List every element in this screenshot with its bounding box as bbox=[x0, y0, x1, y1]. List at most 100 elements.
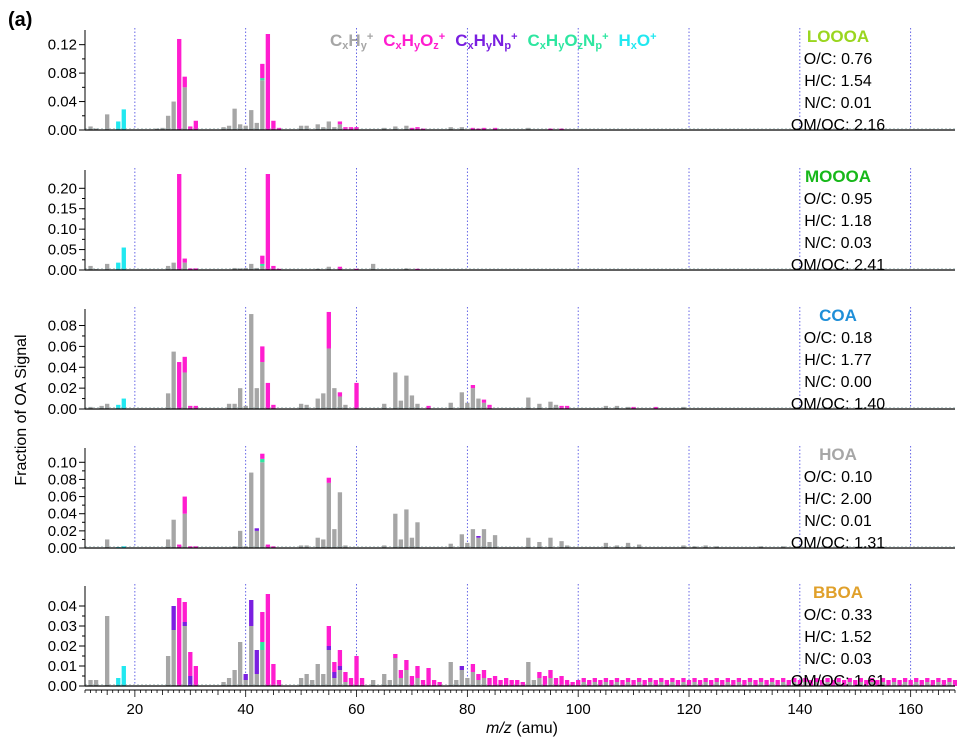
bar-bboa-mz149-ch bbox=[847, 682, 852, 686]
bar-bboa-mz58-cho bbox=[343, 672, 348, 682]
y-tick-label: 0.01 bbox=[48, 658, 77, 675]
bar-bboa-mz107-ch bbox=[614, 682, 620, 686]
bar-moooa-mz38-ch bbox=[232, 267, 237, 270]
bar-hoa-mz82-chn bbox=[476, 536, 481, 538]
bar-bboa-mz165-cho bbox=[936, 678, 941, 682]
bar-coa-mz55-ch bbox=[326, 348, 331, 409]
bar-bboa-mz30-cho bbox=[188, 652, 193, 676]
bar-bboa-mz137-cho bbox=[781, 678, 786, 682]
bar-bboa-mz65-ch bbox=[382, 674, 387, 686]
bar-coa-mz42-ch bbox=[254, 388, 259, 409]
bar-hoa-mz15-ch bbox=[105, 539, 110, 548]
factor-stat: H/C: 2.00 bbox=[804, 491, 872, 508]
y-tick-label: 0.08 bbox=[48, 65, 77, 82]
bar-coa-mz107-ch bbox=[614, 405, 620, 409]
bar-bboa-mz123-cho bbox=[703, 678, 708, 682]
bar-bboa-mz95-cho bbox=[548, 670, 553, 678]
bar-bboa-mz59-cho bbox=[348, 678, 354, 686]
bar-bboa-mz103-cho bbox=[592, 678, 597, 682]
bar-bboa-mz30-chn bbox=[188, 676, 193, 686]
bar-bboa-mz141-cho bbox=[803, 678, 808, 682]
bar-loooa-mz40-ch bbox=[243, 125, 248, 130]
bar-bboa-mz146-cho bbox=[830, 680, 836, 686]
bar-hoa-mz31-cho bbox=[193, 546, 198, 548]
factor-name: LOOOA bbox=[807, 27, 869, 46]
bar-coa-mz95-ch bbox=[548, 401, 553, 409]
legend-chon: CxHyOzNp+ bbox=[528, 31, 609, 52]
bar-coa-mz83-ch bbox=[481, 402, 487, 409]
bar-hoa-mz97-ch bbox=[559, 541, 564, 548]
panel-hoa: 0.000.020.040.060.080.10 HOA O/C: 0.10 H/C:… bbox=[48, 445, 955, 557]
bar-loooa-mz85-cho bbox=[492, 127, 498, 130]
bar-loooa-mz69-ch bbox=[404, 125, 409, 130]
bar-hoa-mz57-ch bbox=[337, 492, 343, 548]
bar-hoa-mz43-cho bbox=[260, 453, 265, 459]
bar-bboa-mz160-cho bbox=[908, 680, 913, 686]
bar-loooa-mz54-ch bbox=[321, 127, 326, 130]
bar-bboa-mz63-ch bbox=[370, 680, 376, 686]
bar-bboa-mz41-ch bbox=[249, 626, 254, 686]
bar-bboa-mz93-cho bbox=[537, 672, 542, 678]
bar-bboa-mz120-cho bbox=[686, 680, 692, 686]
factor-stat: O/C: 0.18 bbox=[804, 330, 873, 347]
bar-coa-mz12-ch bbox=[88, 406, 93, 409]
bar-coa-mz26-ch bbox=[165, 393, 171, 409]
bar-bboa-mz113-ch bbox=[648, 682, 653, 686]
bar-bboa-mz135-cho bbox=[769, 678, 775, 682]
bar-bboa-mz101-ch bbox=[581, 682, 586, 686]
bar-bboa-mz79-ch bbox=[459, 670, 464, 686]
bar-hoa-mz121-ch bbox=[692, 546, 697, 548]
bar-coa-mz91-ch bbox=[526, 397, 531, 409]
bar-bboa-mz68-cho bbox=[398, 670, 404, 678]
bar-moooa-mz17-ho bbox=[116, 262, 121, 270]
bar-bboa-mz153-cho bbox=[869, 678, 875, 682]
y-tick-label: 0.08 bbox=[48, 318, 77, 335]
bar-bboa-mz133-cho bbox=[758, 678, 764, 682]
bar-bboa-mz82-cho bbox=[476, 674, 481, 680]
bar-loooa-mz81-cho bbox=[470, 127, 476, 130]
bar-loooa-mz72-cho bbox=[420, 128, 426, 130]
bar-coa-mz81-cho bbox=[470, 385, 476, 389]
factor-stat: O/C: 0.76 bbox=[804, 51, 873, 68]
bar-bboa-mz154-cho bbox=[875, 680, 880, 686]
bar-moooa-mz18-ho bbox=[121, 247, 126, 270]
x-tick-label: 80 bbox=[459, 701, 476, 718]
bar-loooa-mz65-ch bbox=[382, 127, 387, 130]
bar-coa-mz67-ch bbox=[393, 372, 398, 409]
bar-bboa-mz109-cho bbox=[625, 678, 631, 682]
bar-moooa-mz39-ch bbox=[237, 268, 243, 270]
bar-coa-mz58-ch bbox=[343, 404, 348, 409]
bar-loooa-mz57-cho bbox=[337, 121, 343, 125]
bar-hoa-mz133-ch bbox=[758, 546, 764, 548]
bar-loooa-mz46-cho bbox=[276, 127, 282, 130]
bar-hoa-mz29-ch bbox=[182, 513, 187, 548]
bar-bboa-mz13-ch bbox=[93, 680, 99, 686]
bar-bboa-mz29-ch bbox=[182, 626, 187, 686]
bar-bboa-mz135-ch bbox=[769, 682, 775, 686]
bar-coa-mz45-cho bbox=[271, 404, 276, 409]
y-axis-label: Fraction of OA Signal bbox=[13, 334, 30, 485]
bar-hoa-mz27-ch bbox=[171, 519, 176, 548]
bar-bboa-mz55-ch bbox=[326, 650, 331, 686]
bar-bboa-mz57-chn bbox=[337, 666, 343, 670]
bar-coa-mz29-cho bbox=[182, 356, 187, 373]
bar-loooa-mz41-ch bbox=[249, 110, 254, 130]
bar-coa-mz77-ch bbox=[448, 402, 453, 409]
bar-coa-mz43-cho bbox=[260, 346, 265, 363]
bar-bboa-mz56-chn bbox=[332, 672, 337, 678]
y-tick-label: 0.10 bbox=[48, 221, 77, 238]
bar-bboa-mz77-ch bbox=[448, 662, 453, 686]
bar-hoa-mz105-ch bbox=[603, 542, 609, 548]
bar-bboa-mz168-cho bbox=[952, 680, 957, 686]
bar-bboa-mz72-cho bbox=[420, 680, 426, 686]
bar-coa-mz119-ch bbox=[681, 406, 686, 409]
bar-bboa-mz58-ch bbox=[343, 682, 348, 686]
bar-hoa-mz43-chon bbox=[260, 458, 265, 463]
bar-bboa-mz29-chn bbox=[182, 622, 187, 626]
bar-moooa-mz43-chon bbox=[260, 263, 265, 266]
bar-hoa-mz80-ch bbox=[465, 542, 470, 548]
x-tick-label: 140 bbox=[787, 701, 812, 718]
bar-bboa-mz27-ch bbox=[171, 630, 176, 686]
bar-bboa-mz82-ch bbox=[476, 680, 481, 686]
bar-bboa-mz157-ch bbox=[891, 682, 897, 686]
